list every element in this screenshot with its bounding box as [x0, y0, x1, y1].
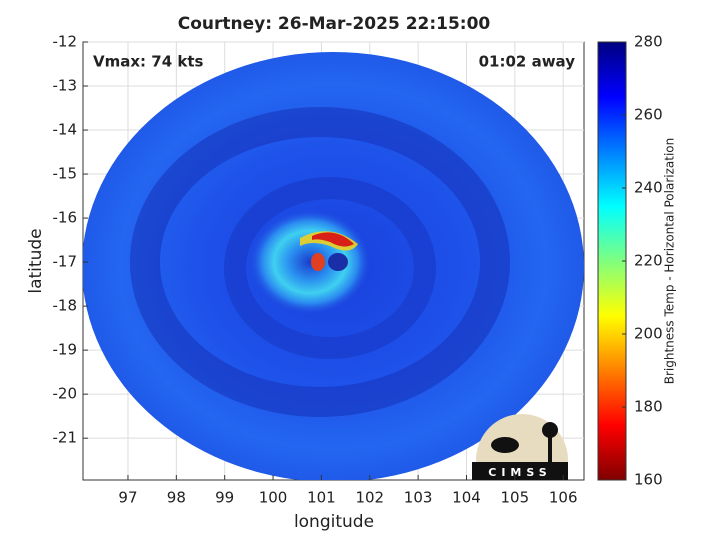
satellite-image: CIMSS: [83, 52, 584, 480]
x-tick-label: 106: [549, 489, 578, 507]
colorbar-tick-label: 240: [634, 179, 663, 197]
dark-band: [130, 107, 510, 417]
y-tick-label: -14: [53, 121, 78, 139]
colorbar-tick-label: 220: [634, 252, 663, 270]
eyewall: [250, 210, 370, 314]
colorbar-tick-label: 280: [634, 33, 663, 51]
y-tick-label: -20: [53, 385, 78, 403]
x-tick-label: 98: [167, 489, 186, 507]
y-tick-label: -18: [53, 297, 78, 315]
annotation: Vmax: 74 kts: [93, 53, 203, 71]
colorbar: 160 180 200 220 240 260 280: [597, 33, 663, 489]
y-tick-label: -21: [53, 429, 78, 447]
x-tick-label: 105: [501, 489, 530, 507]
annotation: 01:02 away: [479, 53, 576, 71]
convection: [311, 253, 325, 271]
y-axis-label: latitude: [26, 228, 46, 293]
y-tick-label: -12: [53, 33, 78, 51]
x-tick-label: 97: [118, 489, 137, 507]
x-tick-label: 104: [452, 489, 481, 507]
colorbar-tick-label: 180: [634, 398, 663, 416]
logo-band: [472, 462, 568, 480]
logo-text: CIMSS: [488, 466, 551, 479]
x-tick-label: 102: [355, 489, 384, 507]
colorbar-tick-label: 200: [634, 325, 663, 343]
colorbar-tick-label: 260: [634, 106, 663, 124]
logo-dish: [491, 437, 519, 453]
chart-title: Courtney: 26-Mar-2025 22:15:00: [178, 14, 491, 34]
y-tick-label: -15: [53, 165, 78, 183]
x-tick-label: 103: [404, 489, 433, 507]
y-tick-label: -19: [53, 341, 78, 359]
dark-band: [224, 177, 436, 359]
colorbar-label: Brightness Temp - Horizontal Polarizatio…: [663, 138, 677, 385]
x-axis-label: longitude: [294, 512, 374, 532]
convection: [312, 232, 354, 247]
x-tick-label: 101: [307, 489, 336, 507]
colorbar-scale: [597, 41, 627, 481]
logo-tower: [542, 422, 558, 438]
x-tick-label: 99: [215, 489, 234, 507]
eye: [328, 253, 348, 271]
y-tick-label: -17: [53, 253, 78, 271]
colorbar-tick-label: 160: [634, 471, 663, 489]
y-tick-label: -16: [53, 209, 78, 227]
x-tick-label: 100: [259, 489, 288, 507]
y-tick-label: -13: [53, 77, 78, 95]
